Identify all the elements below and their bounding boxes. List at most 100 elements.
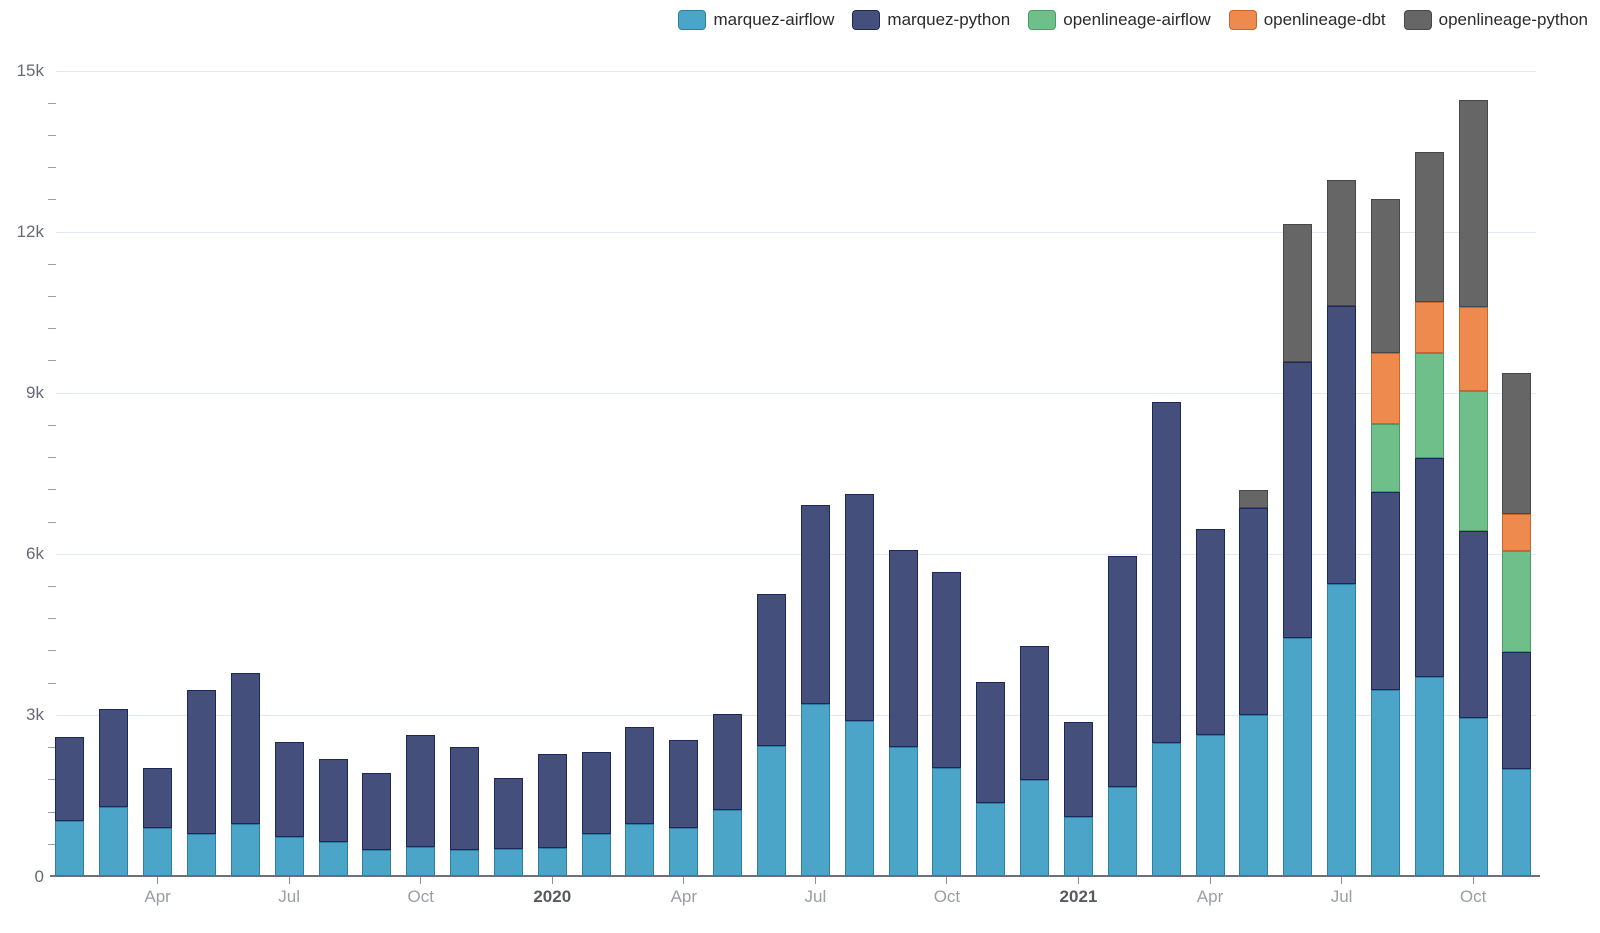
segment-marquez-python[interactable] [713,713,743,811]
segment-marquez-airflow[interactable] [888,747,918,876]
y-minor-tick [48,457,56,459]
segment-openlineage-dbt[interactable] [1502,514,1532,552]
segment-marquez-airflow[interactable] [625,823,655,876]
segment-marquez-airflow[interactable] [713,810,743,876]
y-minor-tick [48,747,56,749]
segment-marquez-python[interactable] [1020,645,1050,781]
segment-marquez-python[interactable] [1458,531,1488,719]
segment-marquez-airflow[interactable] [1502,768,1532,876]
segment-openlineage-airflow[interactable] [1458,390,1488,532]
y-minor-tick [48,424,56,426]
x-axis-label-Oct: Oct [407,887,434,906]
segment-marquez-airflow[interactable] [1151,743,1181,876]
segment-marquez-python[interactable] [186,689,216,834]
segment-marquez-airflow[interactable] [362,849,392,876]
segment-marquez-python[interactable] [1502,651,1532,769]
segment-marquez-python[interactable] [1107,556,1137,787]
segment-marquez-airflow[interactable] [406,847,436,876]
segment-marquez-airflow[interactable] [800,703,830,876]
segment-marquez-python[interactable] [99,708,129,808]
gridline-3k [56,714,1536,716]
segment-marquez-airflow[interactable] [450,850,480,876]
segment-marquez-airflow[interactable] [1458,718,1488,876]
segment-marquez-airflow[interactable] [1020,780,1050,876]
y-minor-tick [48,360,56,362]
segment-marquez-airflow[interactable] [55,821,85,876]
segment-openlineage-python[interactable] [1414,152,1444,302]
segment-marquez-airflow[interactable] [143,827,173,876]
segment-marquez-python[interactable] [669,740,699,828]
segment-marquez-python[interactable] [1063,722,1093,818]
legend-item-marquez-python[interactable]: marquez-python [852,10,1010,30]
segment-openlineage-python[interactable] [1370,199,1400,353]
segment-openlineage-dbt[interactable] [1370,352,1400,425]
segment-openlineage-python[interactable] [1502,373,1532,515]
segment-marquez-python[interactable] [888,549,918,748]
segment-marquez-airflow[interactable] [1327,584,1357,876]
segment-marquez-python[interactable] [274,742,304,837]
segment-marquez-python[interactable] [1151,401,1181,744]
segment-marquez-airflow[interactable] [318,842,348,876]
y-minor-tick [48,489,56,491]
segment-marquez-python[interactable] [976,682,1006,803]
segment-marquez-airflow[interactable] [844,720,874,876]
segment-marquez-airflow[interactable] [1414,676,1444,876]
segment-marquez-python[interactable] [362,772,392,850]
y-minor-tick [48,811,56,813]
legend-item-openlineage-airflow[interactable]: openlineage-airflow [1028,10,1211,30]
segment-marquez-python[interactable] [318,758,348,843]
segment-marquez-python[interactable] [143,768,173,828]
segment-marquez-airflow[interactable] [1370,689,1400,876]
segment-marquez-python[interactable] [625,726,655,824]
segment-marquez-python[interactable] [932,571,962,768]
segment-marquez-airflow[interactable] [1239,714,1269,876]
segment-marquez-python[interactable] [1283,361,1313,639]
segment-marquez-python[interactable] [1370,492,1400,690]
segment-marquez-python[interactable] [581,752,611,834]
segment-marquez-airflow[interactable] [99,807,129,876]
segment-openlineage-python[interactable] [1458,100,1488,307]
segment-marquez-airflow[interactable] [1283,638,1313,876]
segment-marquez-airflow[interactable] [230,824,260,876]
segment-marquez-airflow[interactable] [537,848,567,876]
legend-item-openlineage-dbt[interactable]: openlineage-dbt [1228,10,1386,30]
segment-marquez-airflow[interactable] [1063,817,1093,876]
segment-marquez-python[interactable] [406,735,436,847]
segment-marquez-airflow[interactable] [976,802,1006,876]
segment-marquez-python[interactable] [55,736,85,822]
segment-openlineage-python[interactable] [1327,179,1357,306]
segment-marquez-airflow[interactable] [274,836,304,876]
segment-marquez-airflow[interactable] [1107,786,1137,876]
segment-marquez-python[interactable] [844,494,874,721]
segment-marquez-python[interactable] [1414,457,1444,677]
segment-openlineage-airflow[interactable] [1414,352,1444,458]
legend-label: openlineage-python [1438,10,1588,29]
segment-openlineage-airflow[interactable] [1502,551,1532,652]
segment-marquez-python[interactable] [757,594,787,747]
segment-openlineage-python[interactable] [1283,223,1313,362]
segment-marquez-airflow[interactable] [1195,734,1225,876]
segment-openlineage-dbt[interactable] [1458,306,1488,391]
segment-marquez-python[interactable] [800,504,830,704]
segment-marquez-airflow[interactable] [757,746,787,876]
x-axis-label-Apr: Apr [670,887,698,906]
segment-marquez-airflow[interactable] [669,827,699,876]
segment-marquez-python[interactable] [1239,508,1269,715]
y-minor-tick [48,650,56,652]
segment-marquez-airflow[interactable] [186,833,216,876]
segment-marquez-python[interactable] [493,778,523,849]
legend-item-openlineage-python[interactable]: openlineage-python [1403,10,1588,30]
segment-openlineage-airflow[interactable] [1370,424,1400,493]
segment-openlineage-python[interactable] [1239,489,1269,509]
segment-marquez-airflow[interactable] [493,848,523,876]
segment-openlineage-dbt[interactable] [1414,301,1444,353]
segment-marquez-python[interactable] [230,673,260,825]
segment-marquez-airflow[interactable] [581,833,611,876]
segment-marquez-airflow[interactable] [932,767,962,876]
y-minor-tick [48,199,56,201]
segment-marquez-python[interactable] [1195,528,1225,735]
segment-marquez-python[interactable] [450,747,480,851]
segment-marquez-python[interactable] [537,753,567,849]
segment-marquez-python[interactable] [1327,305,1357,585]
legend-item-marquez-airflow[interactable]: marquez-airflow [678,10,834,30]
